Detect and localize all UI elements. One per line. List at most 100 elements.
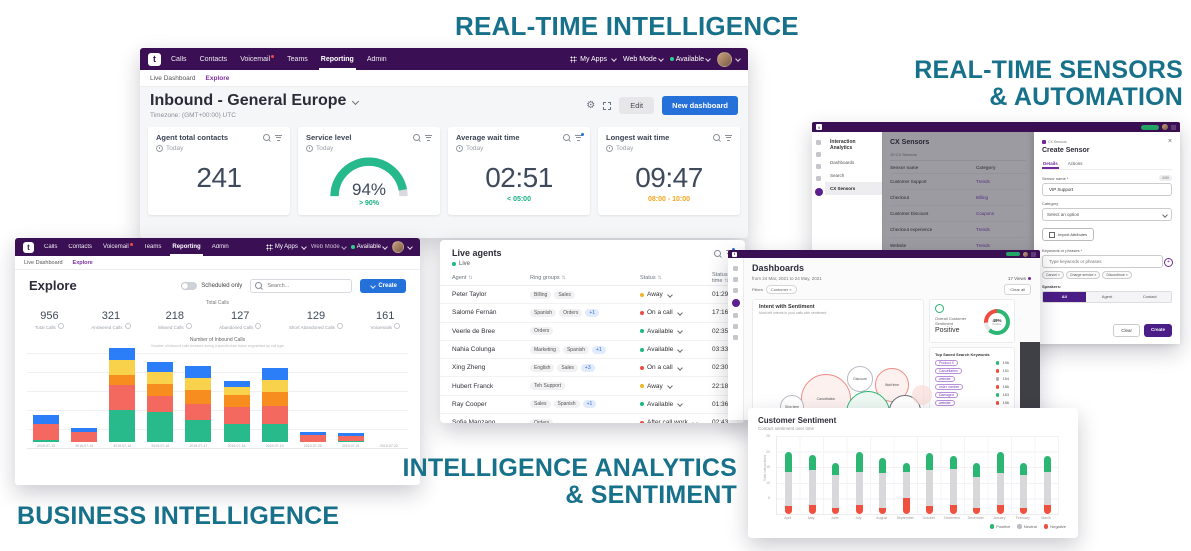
sort-icon[interactable]: ⇅ xyxy=(657,275,662,281)
agent-row[interactable]: Xing Zheng English Sales +3 On a call 02:30:1… xyxy=(440,359,745,378)
sentiment-pill-february[interactable] xyxy=(1020,462,1028,514)
nav-item-calls[interactable]: Calls xyxy=(171,55,187,63)
stacked-bar[interactable] xyxy=(223,381,250,442)
search-field[interactable] xyxy=(250,278,353,293)
close-icon[interactable]: × xyxy=(1167,138,1172,145)
sentiment-pill-may[interactable] xyxy=(808,454,816,514)
dashboard-title[interactable]: Inbound - General Europe xyxy=(150,92,360,110)
status-dropdown[interactable]: Available xyxy=(640,401,712,408)
sensor-row[interactable]: Customer Support Trends xyxy=(890,174,1026,190)
rail-icon[interactable] xyxy=(816,164,821,169)
keyword-row[interactable]: Damaged 163 xyxy=(935,391,1009,399)
filter-icon[interactable] xyxy=(425,134,432,141)
sentiment-pill-november[interactable] xyxy=(949,456,957,514)
sentiment-pill-march[interactable] xyxy=(1043,456,1051,514)
rail-icon[interactable] xyxy=(816,176,821,181)
keyword-row[interactable]: website 156 xyxy=(935,399,1009,407)
speaker-option-all[interactable]: All xyxy=(1043,291,1086,302)
create-button[interactable]: Create xyxy=(360,278,406,293)
subnav-explore[interactable]: Explore xyxy=(72,259,93,266)
keyword-chip-cancel[interactable]: Cancel × xyxy=(1042,270,1064,279)
subnav-live-dashboard[interactable]: Live Dashboard xyxy=(150,74,196,82)
sentiment-pill-april[interactable] xyxy=(785,451,793,514)
new-dashboard-button[interactable]: New dashboard xyxy=(662,96,738,115)
my-apps-menu[interactable]: My Apps xyxy=(570,55,617,63)
my-apps-menu[interactable]: My Apps xyxy=(265,243,307,251)
stacked-bar[interactable] xyxy=(337,433,364,442)
agent-row[interactable]: Hubert Franck Teh Support Away 22:18 xyxy=(440,377,745,396)
rail-icon[interactable] xyxy=(733,335,738,340)
toggle-switch[interactable] xyxy=(181,281,198,290)
sensor-row[interactable]: Customer Discount Coupons xyxy=(890,206,1026,222)
availability-pill[interactable] xyxy=(1006,252,1020,256)
sensor-name-field[interactable] xyxy=(1042,183,1172,196)
sentiment-pill-august[interactable] xyxy=(879,457,887,514)
column-header-status-time[interactable]: Status time ⇅ xyxy=(712,272,729,284)
nav-item-contacts[interactable]: Contacts xyxy=(199,55,228,63)
sort-icon[interactable]: ⇅ xyxy=(561,275,566,281)
keyword-chip-discontinue[interactable]: Discontinue × xyxy=(1102,270,1132,279)
status-dropdown[interactable]: Away xyxy=(640,291,712,298)
category-select[interactable]: Select an option xyxy=(1042,208,1172,221)
keyword-row[interactable]: Cancellation 151 xyxy=(935,367,1009,375)
col-category[interactable]: Category xyxy=(976,165,996,170)
stacked-bar[interactable] xyxy=(71,428,98,442)
status-dropdown[interactable]: Available xyxy=(640,328,712,335)
nav-item-voicemail[interactable]: Voicemail xyxy=(238,48,276,70)
keyword-row[interactable]: order number 186 xyxy=(935,383,1009,391)
filter-icon[interactable] xyxy=(275,134,282,141)
sidebar-item-dashboards[interactable]: Dashboards xyxy=(830,160,855,165)
settings-gear-icon[interactable]: ⚙ xyxy=(586,100,596,111)
sentiment-pill-june[interactable] xyxy=(832,462,840,514)
status-dropdown[interactable]: Available xyxy=(640,346,712,353)
stacked-bar[interactable] xyxy=(33,415,60,442)
rail-icon[interactable] xyxy=(733,288,738,293)
clear-all-button[interactable]: Clear all xyxy=(1004,284,1031,295)
subnav-explore[interactable]: Explore xyxy=(205,74,230,82)
stacked-bar[interactable] xyxy=(147,362,174,442)
search-icon[interactable] xyxy=(713,134,720,141)
column-header-ring-groups[interactable]: Ring groups ⇅ xyxy=(530,275,566,281)
more-groups-chip[interactable]: +1 xyxy=(582,400,597,409)
intent-bubble-discount[interactable]: Discount xyxy=(847,366,873,392)
col-sensor-name[interactable]: Sensor name xyxy=(890,165,919,170)
sentiment-pill-july[interactable] xyxy=(855,451,863,514)
rail-icon[interactable] xyxy=(733,313,738,318)
web-mode-menu[interactable]: Web Mode xyxy=(623,56,664,63)
sentiment-pill-january[interactable] xyxy=(996,451,1004,514)
agent-row[interactable]: Sofia Manzano Orders After call work 02:43 xyxy=(440,414,745,423)
rail-icon[interactable] xyxy=(731,299,740,307)
column-header-agent[interactable]: Agent ⇅ xyxy=(452,275,473,281)
agent-row[interactable]: Peter Taylor Billing Sales Away 01:29 xyxy=(440,286,745,305)
filter-icon[interactable] xyxy=(575,132,584,141)
nav-item-admin[interactable]: Admin xyxy=(211,244,229,250)
stacked-bar[interactable] xyxy=(185,366,212,442)
rail-icon[interactable] xyxy=(733,324,738,329)
apps-grid-icon[interactable] xyxy=(1031,251,1036,257)
stacked-bar[interactable] xyxy=(109,348,136,442)
nav-item-voicemail[interactable]: Voicemail xyxy=(101,238,135,256)
create-sensor-button[interactable]: Create xyxy=(1143,324,1172,337)
status-dropdown[interactable]: On a call xyxy=(640,364,712,371)
status-dropdown[interactable]: Away xyxy=(640,383,712,390)
sentiment-pill-october[interactable] xyxy=(926,453,934,514)
stacked-bar[interactable] xyxy=(299,432,326,442)
sentiment-pill-september[interactable] xyxy=(902,462,910,514)
tab-details[interactable]: Details xyxy=(1042,158,1059,169)
fullscreen-icon[interactable] xyxy=(603,101,612,110)
stacked-bar[interactable] xyxy=(261,368,288,442)
nav-item-admin[interactable]: Admin xyxy=(366,55,387,63)
filter-icon[interactable] xyxy=(725,134,732,141)
avatar[interactable] xyxy=(1023,251,1028,257)
more-groups-chip[interactable]: +1 xyxy=(592,345,606,354)
add-keyword-icon[interactable]: + xyxy=(1164,257,1173,267)
availability-menu[interactable]: Available xyxy=(350,244,388,250)
scrollbar-gutter[interactable] xyxy=(1020,342,1040,420)
more-groups-chip[interactable]: +3 xyxy=(580,363,595,372)
agent-row[interactable]: Veerle de Bree Orders Available 02:35:54 xyxy=(440,323,745,341)
agent-row[interactable]: Nahia Colunga Marketing Spanish +1 Available… xyxy=(440,341,745,360)
availability-menu[interactable]: Available xyxy=(669,56,711,63)
sensor-row[interactable]: Checkout experience Trends xyxy=(890,222,1026,238)
avatar[interactable] xyxy=(1162,124,1168,130)
search-input[interactable] xyxy=(265,281,340,290)
